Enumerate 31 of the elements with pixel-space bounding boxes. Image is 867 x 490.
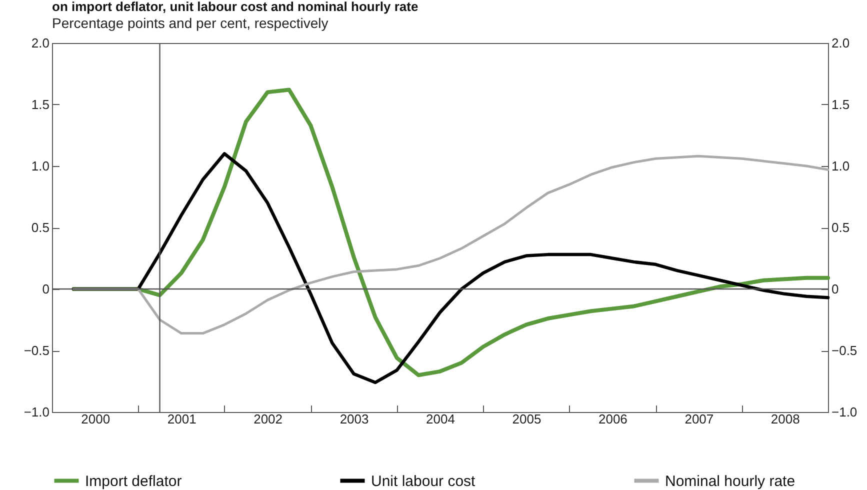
legend-label: Import deflator: [85, 472, 182, 490]
y-tick-label: 1.0: [31, 158, 50, 174]
x-tick-label: 2007: [684, 412, 714, 426]
x-tick-label: 2000: [81, 412, 110, 426]
chart-title: on import deflator, unit labour cost and nominal hourly rate: [52, 0, 418, 14]
y-tick-label: 2.0: [31, 36, 50, 50]
y-tick-label: −0.5: [24, 343, 50, 358]
legend-label: Unit labour cost: [371, 472, 476, 490]
chart-subtitle: Percentage points and per cent, respectively: [52, 15, 328, 31]
x-tick-label: 2008: [770, 412, 800, 426]
line-series: [72, 152, 830, 384]
y-tick-label: 0.5: [31, 220, 50, 235]
y2-tick-label: −0.5: [832, 343, 858, 358]
x-tick-label: 2005: [512, 412, 542, 426]
y2-tick-label: −1.0: [832, 404, 858, 420]
y2-tick-label: 1.0: [832, 158, 850, 174]
y2-tick-label: 0.5: [832, 220, 850, 235]
legend-label: Nominal hourly rate: [665, 472, 796, 490]
y-tick-label: 1.5: [31, 97, 50, 112]
line-series: [72, 154, 830, 335]
y-tick-label: 0: [42, 282, 50, 296]
y-tick-label: −1.0: [24, 404, 50, 420]
x-tick-label: 2004: [426, 412, 455, 426]
y2-tick-label: 1.5: [832, 97, 850, 112]
x-tick-label: 2006: [598, 412, 628, 426]
y2-tick-label: 0: [832, 282, 839, 296]
y2-tick-label: 2.0: [832, 36, 850, 50]
x-tick-label: 2001: [167, 412, 196, 426]
line-series: [72, 88, 830, 378]
x-tick-label: 2003: [340, 412, 369, 426]
x-tick-label: 2002: [254, 412, 283, 426]
